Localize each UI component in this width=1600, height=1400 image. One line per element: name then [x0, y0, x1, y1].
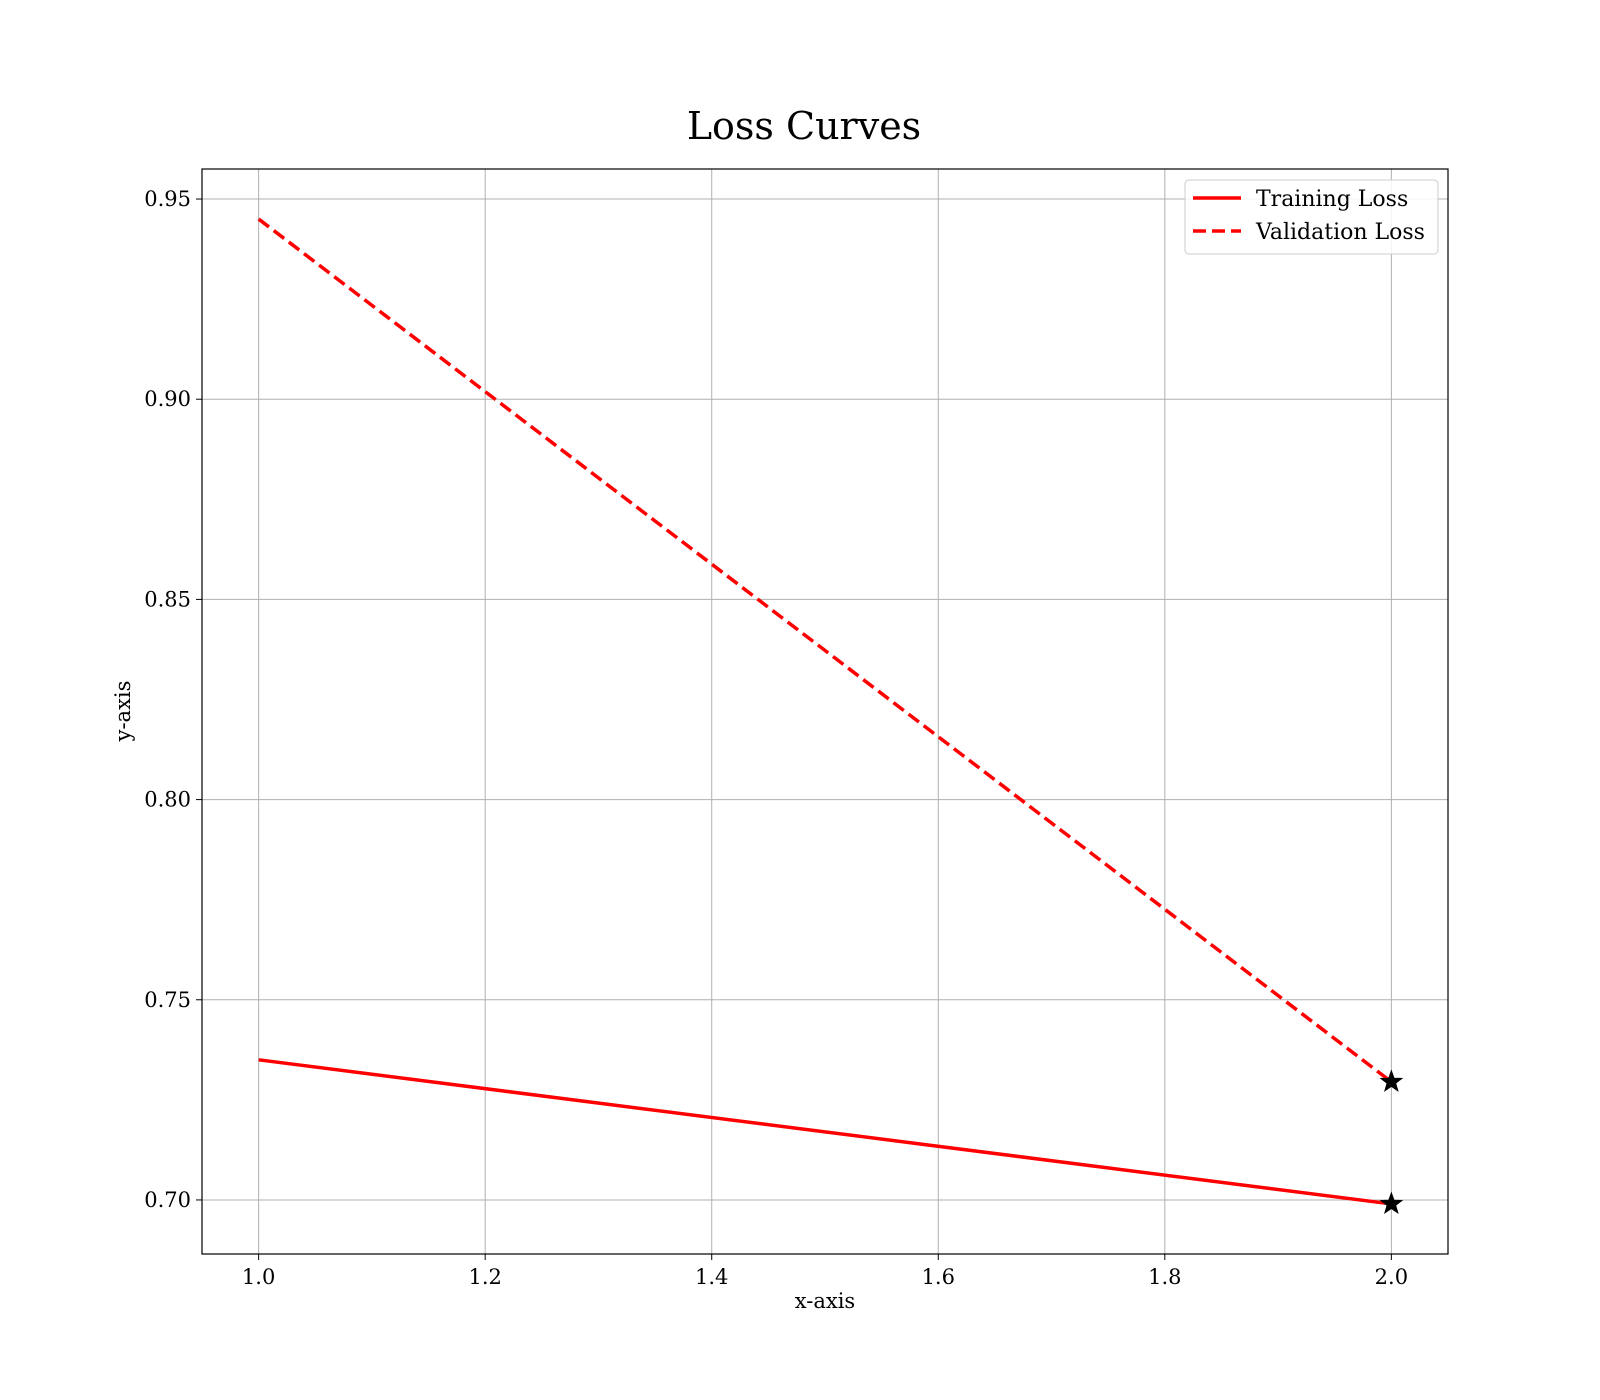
x-tick-label: 1.6 — [922, 1265, 955, 1289]
series-layer — [257, 217, 1393, 1206]
legend-label-training-loss: Training Loss — [1256, 187, 1408, 212]
marker-layer — [1379, 1069, 1404, 1215]
legend-label-validation-loss: Validation Loss — [1255, 220, 1425, 245]
x-ticks: 1.0 1.2 1.4 1.6 1.8 2.0 — [242, 1254, 1408, 1289]
y-tick-label: 0.70 — [144, 1188, 191, 1212]
y-tick-label: 0.80 — [144, 788, 191, 812]
end-marker-star-training-loss — [1379, 1191, 1404, 1215]
y-ticks: 0.70 0.75 0.80 0.85 0.90 0.95 — [144, 187, 202, 1212]
x-tick-label: 1.8 — [1148, 1265, 1181, 1289]
end-marker-star-validation-loss — [1379, 1069, 1404, 1092]
x-axis-label: x-axis — [795, 1289, 855, 1313]
chart-title: Loss Curves — [687, 104, 921, 148]
legend: Training Loss Validation Loss — [1184, 179, 1439, 255]
series-line-validation-loss — [257, 217, 1393, 1084]
x-tick-label: 1.0 — [242, 1265, 275, 1289]
x-tick-label: 2.0 — [1375, 1265, 1408, 1289]
y-tick-label: 0.90 — [144, 387, 191, 411]
x-tick-label: 1.4 — [695, 1265, 728, 1289]
y-tick-label: 0.95 — [144, 187, 191, 211]
series-line-training-loss — [258, 1058, 1392, 1206]
legend-box — [1184, 179, 1439, 255]
x-tick-label: 1.2 — [468, 1265, 501, 1289]
y-tick-label: 0.75 — [144, 988, 191, 1012]
y-tick-label: 0.85 — [144, 587, 191, 611]
y-axis-label: y-axis — [111, 681, 135, 743]
plot-frame — [201, 168, 1449, 1255]
